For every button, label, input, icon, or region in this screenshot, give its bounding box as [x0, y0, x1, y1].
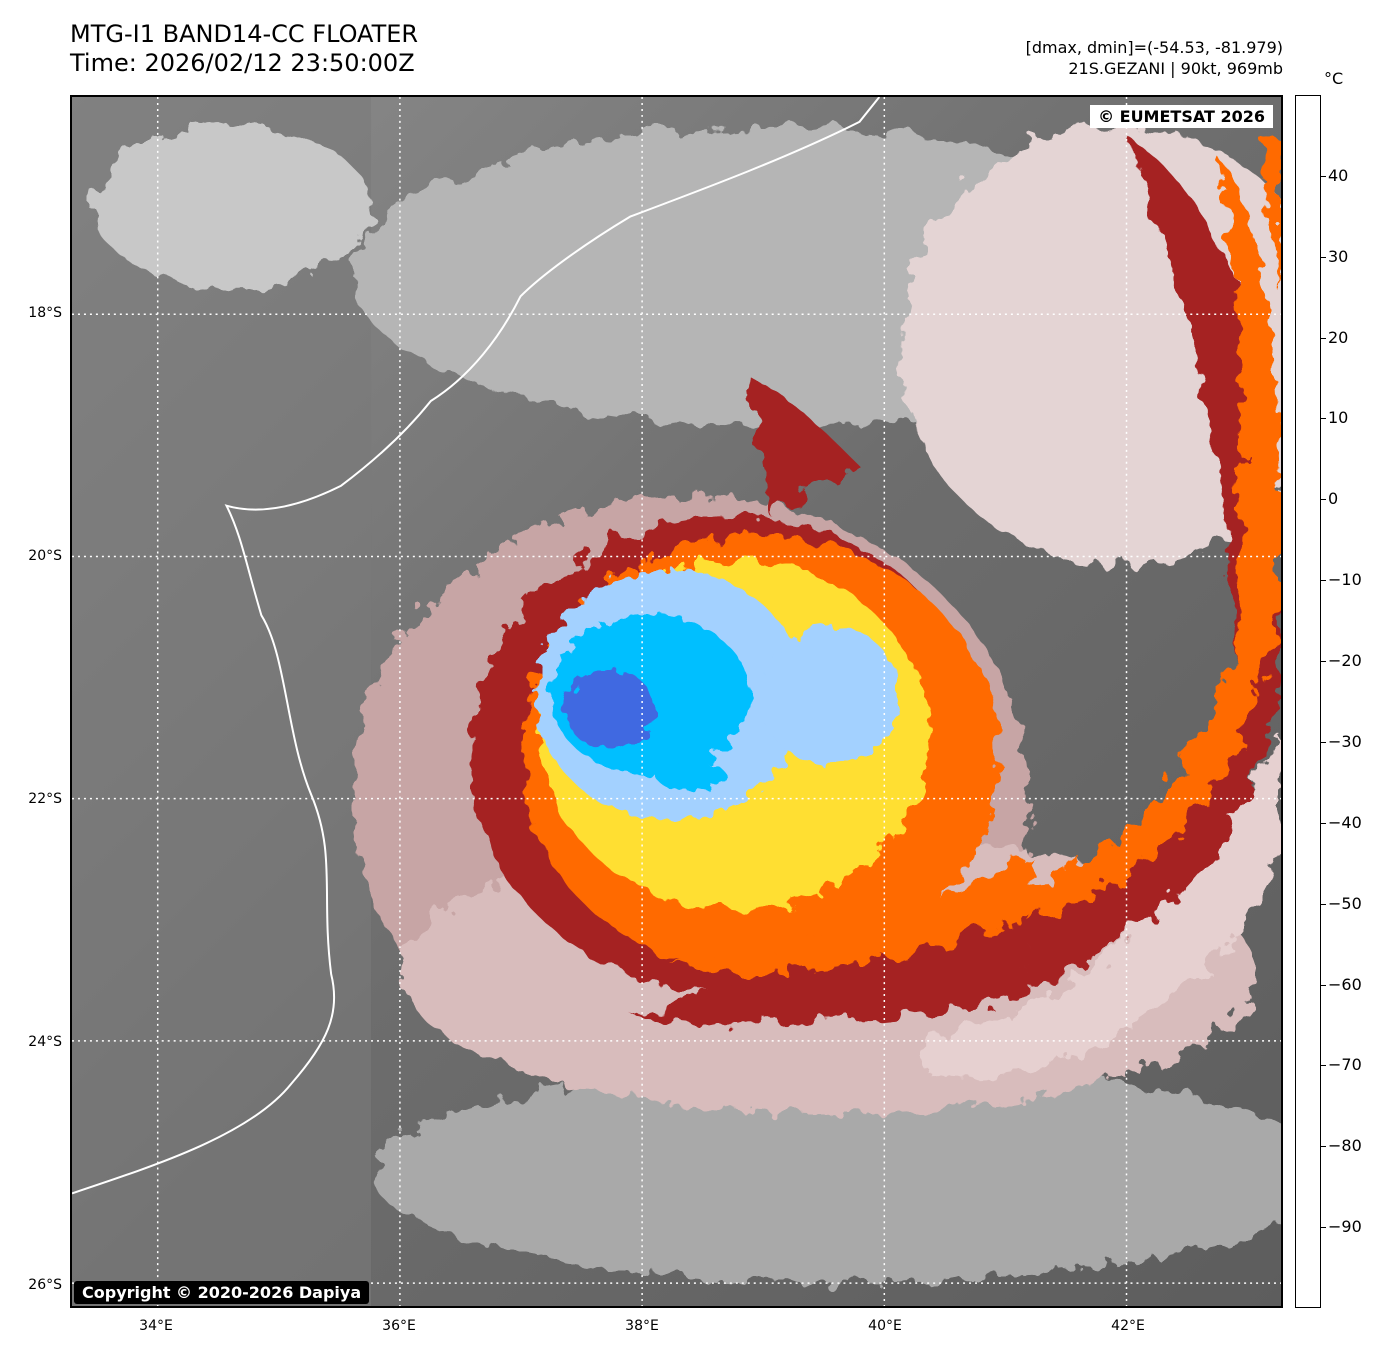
lat-label-20s: 20°S [28, 548, 62, 564]
title-block: MTG-I1 BAND14-CC FLOATER Time: 2026/02/1… [70, 20, 418, 78]
colorbar-tick [1321, 822, 1326, 824]
temperature-colorbar [1295, 95, 1321, 1308]
colorbar-tick [1321, 499, 1326, 501]
land-area [72, 97, 372, 1306]
colorbar-tick-label: −80 [1328, 1136, 1362, 1156]
colorbar-tick [1321, 1227, 1326, 1229]
observation-time: Time: 2026/02/12 23:50:00Z [70, 49, 415, 77]
coastline [72, 97, 881, 1195]
colorbar-tick [1321, 580, 1326, 582]
colorbar-tick [1321, 1146, 1326, 1148]
storm-info: 21S.GEZANI | 90kt, 969mb [1068, 59, 1283, 78]
lat-label-26s: 26°S [28, 1277, 62, 1293]
colorbar-tick [1321, 661, 1326, 663]
colorbar-tick-label: 10 [1328, 408, 1349, 428]
colorbar-tick-label: −50 [1328, 893, 1362, 913]
colorbar-tick-label: 30 [1328, 246, 1349, 266]
eumetsat-credit: © EUMETSAT 2026 [1090, 105, 1273, 128]
lat-label-18s: 18°S [28, 305, 62, 321]
colorbar-tick [1321, 418, 1326, 420]
colorbar-tick-label: −40 [1328, 812, 1362, 832]
lon-label-34e: 34°E [139, 1318, 173, 1334]
colorbar-tick-label: −90 [1328, 1217, 1362, 1237]
colorbar-unit: °C [1324, 69, 1344, 88]
colorbar-tick-label: 20 [1328, 327, 1349, 347]
colorbar-tick-label: −20 [1328, 651, 1362, 671]
lon-label-40e: 40°E [868, 1318, 902, 1334]
lon-label-38e: 38°E [625, 1318, 659, 1334]
info-block: [dmax, dmin]=(-54.53, -81.979) 21S.GEZAN… [1026, 37, 1283, 79]
dmax-dmin-readout: [dmax, dmin]=(-54.53, -81.979) [1025, 38, 1283, 57]
satellite-imagery [72, 97, 1281, 1306]
colorbar-tick [1321, 903, 1326, 905]
copyright-badge: Copyright © 2020-2026 Dapiya [74, 1281, 370, 1304]
colorbar-tick-label: 40 [1328, 165, 1349, 185]
colorbar-tick-label: 0 [1328, 489, 1339, 509]
cold-cloud-tops [535, 570, 900, 820]
colorbar-tick [1321, 256, 1326, 258]
graticule [72, 97, 1281, 1306]
colorbar-tick [1321, 741, 1326, 743]
lat-label-24s: 24°S [28, 1034, 62, 1050]
lat-label-22s: 22°S [28, 791, 62, 807]
satellite-map[interactable]: © EUMETSAT 2026 Copyright © 2020-2026 Da… [70, 95, 1283, 1308]
colorbar-tick [1321, 337, 1326, 339]
colorbar-tick-label: −30 [1328, 731, 1362, 751]
colorbar-tick [1321, 984, 1326, 986]
lon-label-42e: 42°E [1111, 1318, 1145, 1334]
colorbar-tick-label: −10 [1328, 570, 1362, 590]
colorbar-tick [1321, 175, 1326, 177]
lon-label-36e: 36°E [382, 1318, 416, 1334]
colorbar-tick-label: −60 [1328, 974, 1362, 994]
product-title: MTG-I1 BAND14-CC FLOATER [70, 20, 419, 48]
colorbar-tick [1321, 1065, 1326, 1067]
colorbar-tick-label: −70 [1328, 1055, 1362, 1075]
outer-rainband [869, 136, 1281, 1014]
